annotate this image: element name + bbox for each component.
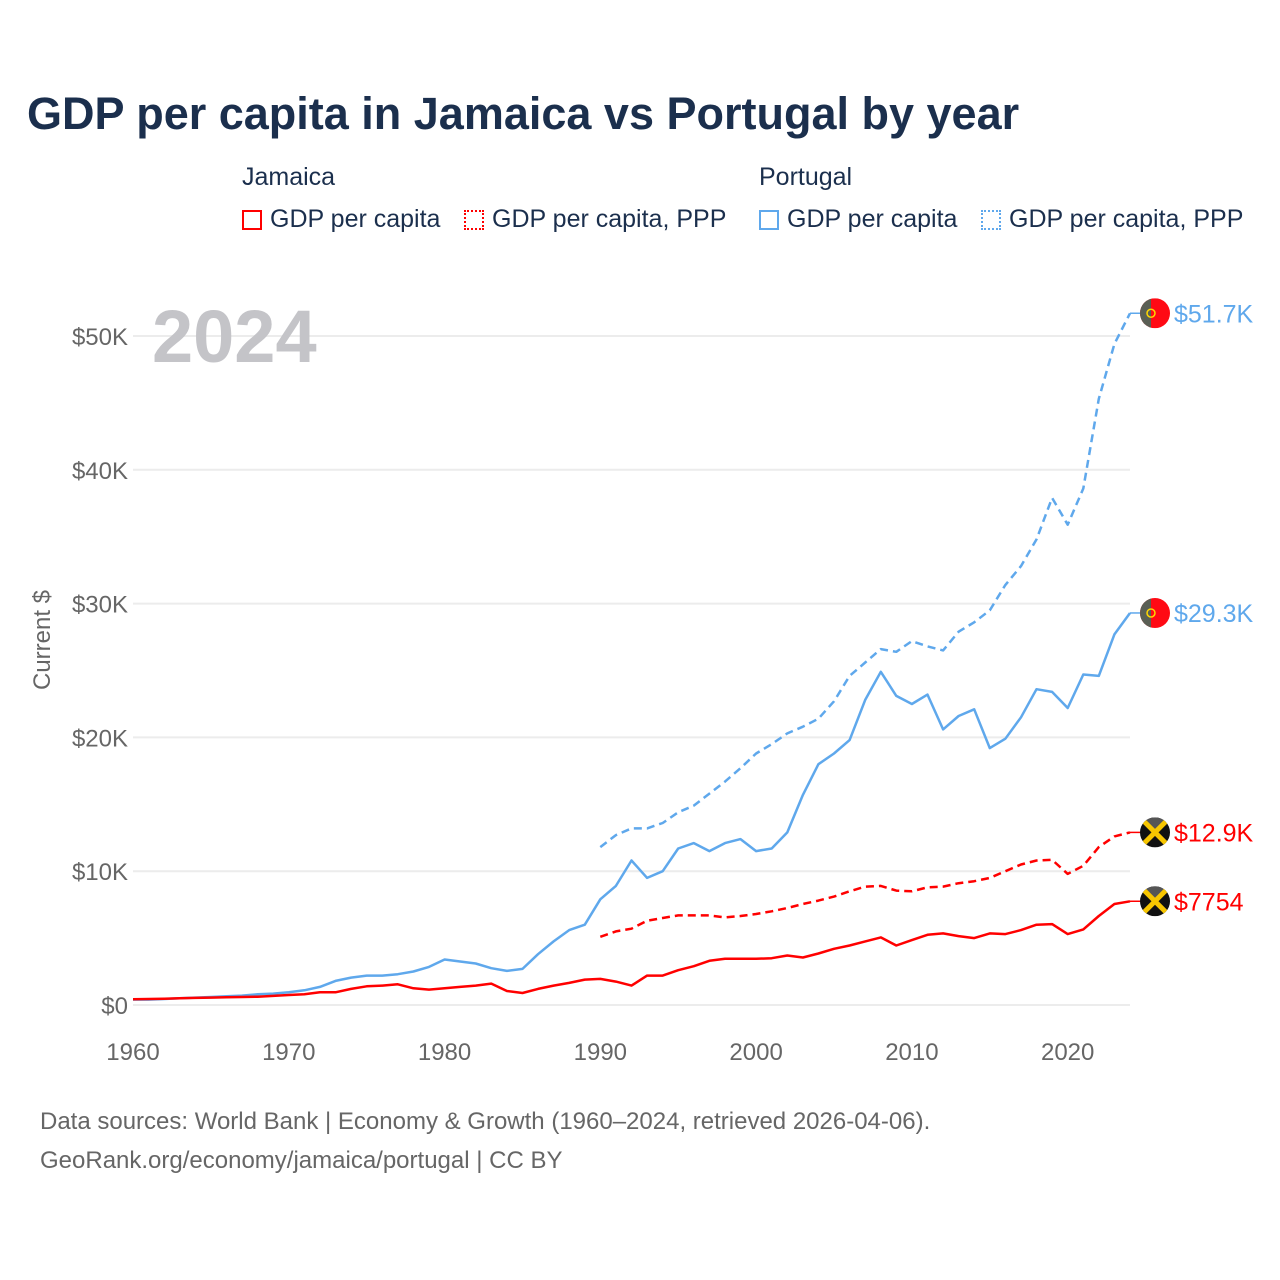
end-value-label: $7754 bbox=[1174, 888, 1244, 916]
footer-link[interactable]: GeoRank.org/economy/jamaica/portugal | C… bbox=[40, 1147, 563, 1174]
series-line-jamaica-gdp-per-capita-ppp[interactable] bbox=[599, 831, 1131, 938]
legend-portugal-gdp[interactable]: GDP per capita bbox=[759, 205, 957, 234]
legend-jamaica-ppp[interactable]: GDP per capita, PPP bbox=[464, 205, 726, 234]
end-value-label: $29.3K bbox=[1174, 600, 1254, 628]
year-watermark: 2024 bbox=[152, 295, 317, 378]
y-axis-label: Current $ bbox=[29, 590, 56, 690]
legend-swatch-dotted-blue bbox=[981, 209, 1001, 230]
y-tick-label: $40K bbox=[72, 458, 128, 485]
legend-portugal-ppp[interactable]: GDP per capita, PPP bbox=[981, 205, 1243, 234]
footer-sources: Data sources: World Bank | Economy & Gro… bbox=[40, 1108, 931, 1135]
x-tick-label: 2000 bbox=[729, 1039, 782, 1066]
legend-swatch-dotted-red bbox=[464, 209, 484, 230]
series-line-jamaica-gdp-per-capita[interactable] bbox=[132, 900, 1131, 1001]
portugal-flag-icon bbox=[1140, 298, 1170, 329]
series-line-portugal-gdp-per-capita[interactable] bbox=[133, 612, 1132, 1001]
y-tick-label: $30K bbox=[72, 592, 128, 619]
legend-jamaica-gdp[interactable]: GDP per capita bbox=[242, 205, 440, 234]
x-tick-label: 1970 bbox=[262, 1039, 315, 1066]
portugal-flag-icon bbox=[1140, 597, 1170, 628]
jamaica-flag-icon bbox=[1140, 817, 1170, 848]
y-tick-label: $50K bbox=[72, 324, 128, 351]
y-tick-label: $10K bbox=[72, 859, 128, 886]
x-tick-label: 1960 bbox=[106, 1039, 159, 1066]
legend-swatch-solid-red bbox=[242, 209, 262, 230]
legend-group-portugal: Portugal bbox=[759, 163, 853, 191]
legend-swatch-solid-blue bbox=[759, 209, 779, 230]
x-tick-label: 2010 bbox=[885, 1039, 938, 1066]
y-tick-label: $0 bbox=[101, 993, 128, 1020]
x-tick-label: 1980 bbox=[418, 1039, 471, 1066]
legend-label: GDP per capita bbox=[787, 205, 958, 233]
series-line-portugal-gdp-per-capita-ppp[interactable] bbox=[599, 312, 1132, 849]
x-tick-label: 2020 bbox=[1041, 1039, 1094, 1066]
line-chart: $0 $10K $20K $30K $40K $50K 1960 1970 1980 1990 20… bbox=[29, 295, 1254, 1066]
end-value-label: $51.7K bbox=[1174, 300, 1254, 328]
x-tick-label: 1990 bbox=[574, 1039, 627, 1066]
y-tick-label: $20K bbox=[72, 725, 128, 752]
legend-label: GDP per capita bbox=[270, 205, 441, 233]
legend-label: GDP per capita, PPP bbox=[492, 205, 727, 233]
chart-title: GDP per capita in Jamaica vs Portugal by… bbox=[27, 88, 1020, 139]
jamaica-flag-icon bbox=[1140, 886, 1170, 917]
end-value-label: $12.9K bbox=[1174, 819, 1254, 847]
legend-group-jamaica: Jamaica bbox=[242, 163, 336, 191]
legend-label: GDP per capita, PPP bbox=[1009, 205, 1244, 233]
